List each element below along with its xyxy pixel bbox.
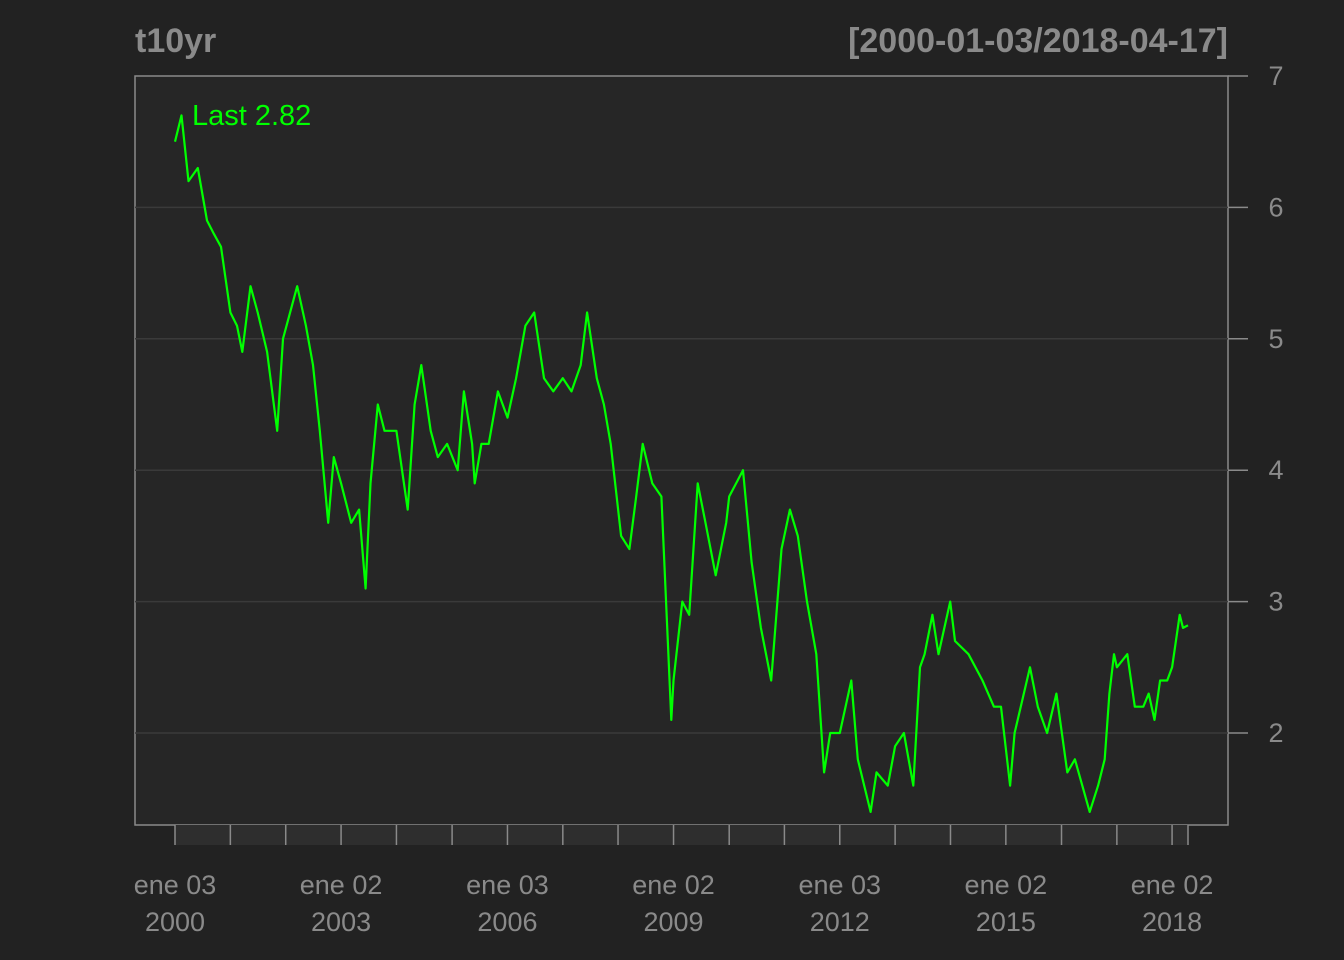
x-tick-label-month: ene 02 [632,870,715,900]
x-tick-label-year: 2009 [643,907,703,937]
x-tick-label-year: 2000 [145,907,205,937]
x-tick-label-month: ene 02 [965,870,1048,900]
x-axis-band [175,825,1188,845]
x-tick-label-year: 2015 [976,907,1036,937]
y-tick-label: 5 [1268,324,1283,354]
y-tick-label: 4 [1268,455,1283,485]
chart-title: t10yr [135,22,216,60]
x-tick-label-year: 2006 [477,907,537,937]
x-tick-label-year: 2012 [810,907,870,937]
x-tick-label-year: 2003 [311,907,371,937]
x-tick-label-month: ene 03 [134,870,217,900]
plot-panel [134,75,1229,826]
x-tick-label-month: ene 02 [300,870,383,900]
x-tick-label-month: ene 03 [466,870,549,900]
x-tick-label-month: ene 03 [798,870,881,900]
y-axis: 2 3 4 5 6 7 [1228,61,1284,748]
series-line [173,114,1189,814]
last-value-label: Last 2.82 [192,100,311,132]
y-tick-label: 6 [1268,192,1283,222]
date-range-label: [2000-01-03/2018-04-17] [848,22,1228,60]
y-tick-label: 3 [1268,587,1283,617]
x-tick-label-month: ene 02 [1131,870,1214,900]
y-tick-label: 7 [1268,61,1283,91]
x-tick-label-year: 2018 [1142,907,1202,937]
y-tick-label: 2 [1268,718,1283,748]
x-axis: ene 03 2000 ene 02 2003 ene 03 2006 ene 02 2009… [134,825,1214,937]
